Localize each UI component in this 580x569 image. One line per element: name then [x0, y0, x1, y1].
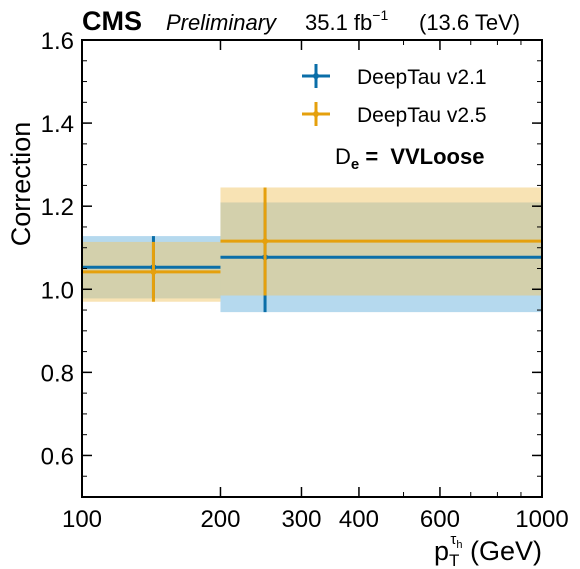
- legend-marker-1: [313, 111, 319, 117]
- legend-marker-0: [313, 73, 319, 79]
- lumi-exponent: −1: [372, 7, 388, 23]
- y-axis-title: Correction: [6, 122, 36, 247]
- y-tick-label-5: 1.6: [41, 28, 74, 55]
- x-axis-title-unit: (GeV): [462, 536, 542, 566]
- working-point-annotation: De = VVLoose: [335, 144, 484, 173]
- x-axis-title: pTτh (GeV): [434, 531, 542, 569]
- annotation-equals: =: [359, 144, 384, 169]
- y-tick-label-0: 0.6: [41, 443, 74, 470]
- annotation-label: D: [335, 144, 351, 169]
- x-tick-label-1: 200: [200, 506, 240, 533]
- annotation-subscript: e: [351, 156, 359, 173]
- x-tick-label-3: 400: [339, 506, 379, 533]
- lumi-value: 35.1 fb: [305, 10, 372, 35]
- y-tick-label-3: 1.2: [41, 194, 74, 221]
- data-markers: [82, 187, 542, 313]
- y-tick-label-2: 1.0: [41, 277, 74, 304]
- preliminary-label: Preliminary: [166, 10, 278, 35]
- annotation-value: VVLoose: [390, 144, 484, 169]
- legend-label-0: DeepTau v2.1: [357, 66, 487, 89]
- lumi-label: 35.1 fb−1: [305, 7, 388, 35]
- x-tick-label-5: 1000: [515, 506, 568, 533]
- point-s1-b0: [150, 268, 157, 275]
- x-axis-title-main: p: [434, 536, 449, 566]
- x-axis-title-sup: τ: [450, 531, 456, 548]
- x-axis-title-sub: T: [449, 551, 459, 569]
- legend-label-1: DeepTau v2.5: [357, 104, 487, 127]
- legend: DeepTau v2.1 DeepTau v2.5: [302, 64, 487, 127]
- cms-label: CMS: [82, 6, 142, 36]
- x-axis-title-supsub: h: [456, 539, 462, 551]
- uncertainty-bands: [82, 187, 542, 313]
- energy-label: (13.6 TeV): [419, 10, 520, 35]
- y-tick-label-4: 1.4: [41, 111, 74, 138]
- x-tick-label-2: 300: [281, 506, 321, 533]
- y-tick-label-1: 0.8: [41, 360, 74, 387]
- point-s1-b1: [262, 238, 269, 245]
- plot-frame: [81, 39, 543, 498]
- x-tick-label-0: 100: [62, 506, 102, 533]
- x-tick-label-4: 600: [420, 506, 460, 533]
